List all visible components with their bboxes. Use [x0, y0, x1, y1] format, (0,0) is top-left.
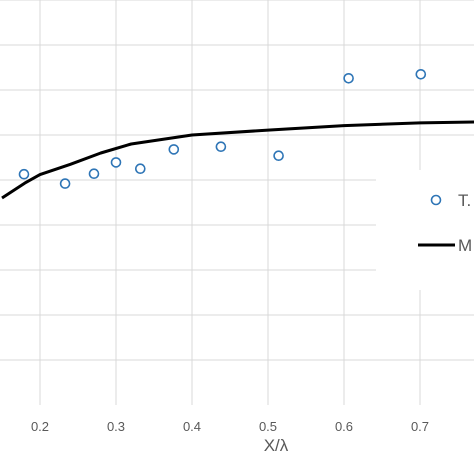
legend-background: [376, 170, 474, 290]
legend-label-t: T.: [458, 191, 471, 210]
series-line-path: [1, 120, 474, 200]
data-point: [168, 144, 180, 155]
data-point: [18, 168, 30, 180]
x-tick-label: 0.3: [107, 419, 125, 434]
x-tick-label: 0.5: [259, 419, 277, 434]
series-points-t: [18, 69, 427, 189]
data-point: [415, 69, 427, 80]
x-tick-label: 0.4: [183, 419, 201, 434]
data-point: [343, 73, 354, 84]
data-point: [110, 157, 122, 168]
data-point: [88, 168, 100, 179]
legend-marker-t: [430, 194, 442, 206]
data-point: [59, 178, 71, 189]
series-line-m: [1, 120, 474, 200]
x-tick-label: 0.2: [31, 419, 49, 434]
x-tick-label: 0.7: [411, 419, 429, 434]
data-point: [135, 163, 146, 174]
data-point: [273, 150, 284, 161]
legend: T. M: [376, 170, 474, 290]
data-point: [215, 141, 227, 152]
x-tick-labels: 0.2 0.3 0.4 0.5 0.6 0.7: [31, 419, 429, 434]
legend-label-m: M: [458, 236, 472, 255]
x-axis-title: X/λ: [264, 436, 289, 455]
x-tick-label: 0.6: [335, 419, 353, 434]
